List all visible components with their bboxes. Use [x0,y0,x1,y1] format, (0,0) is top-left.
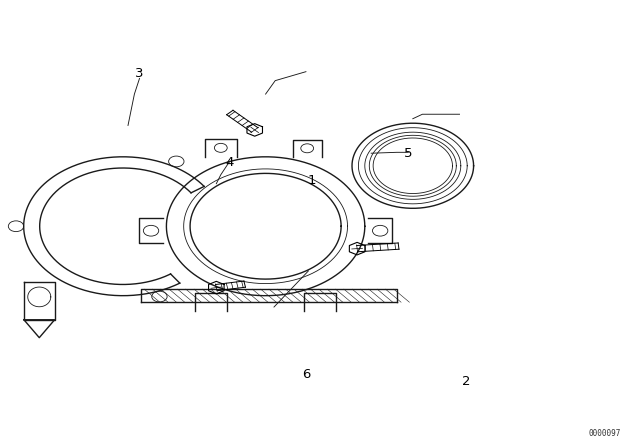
Text: 6: 6 [301,367,310,381]
Text: 4: 4 [225,155,234,169]
Text: 2: 2 [461,375,470,388]
Text: 5: 5 [404,146,413,160]
Text: 3: 3 [135,67,144,81]
Text: 1: 1 [307,173,316,187]
Text: 0000097: 0000097 [588,429,621,438]
